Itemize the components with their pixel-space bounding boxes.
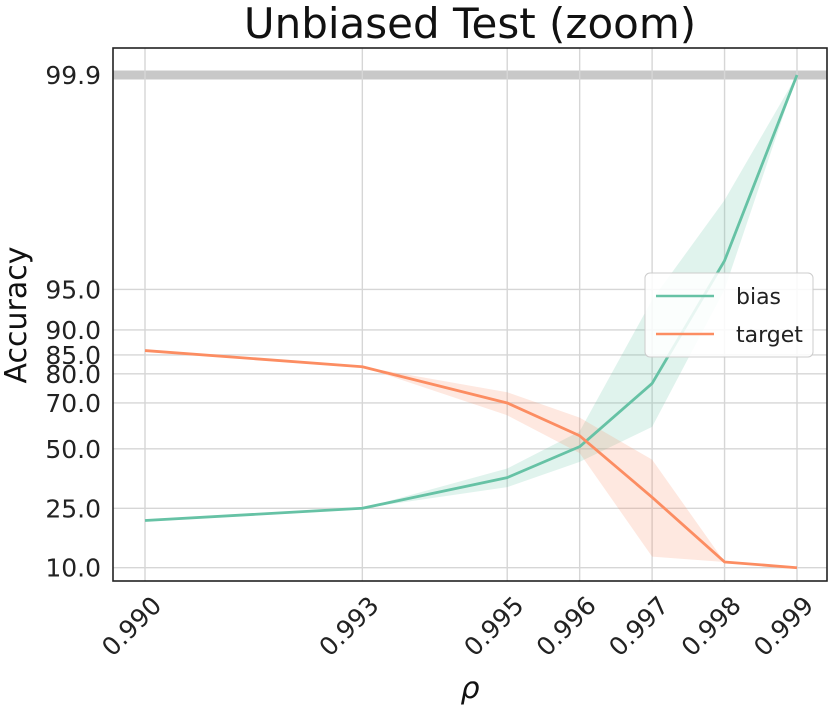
line-bias (144, 74, 799, 522)
legend: bias target (644, 272, 814, 358)
y-tick-label: 90.0 (45, 316, 101, 345)
y-tick-label: 50.0 (45, 435, 101, 464)
legend-label-target: target (736, 323, 803, 348)
x-tick-label: 0.998 (676, 591, 747, 662)
line-target (144, 349, 798, 570)
y-tick-label: 10.0 (45, 554, 101, 583)
x-tick-label: 0.993 (313, 591, 384, 662)
legend-box (644, 272, 814, 358)
y-tick-label: 99.9 (45, 61, 101, 90)
plot-frame (112, 47, 828, 582)
x-tick-label: 0.999 (748, 591, 819, 662)
y-tick-label: 70.0 (45, 389, 101, 418)
y-tick-label: 25.0 (45, 494, 101, 523)
x-axis-label: ρ (460, 671, 479, 706)
y-axis-label: Accuracy (0, 247, 34, 384)
y-tick-label: 80.0 (45, 360, 101, 389)
confidence-bands (145, 75, 797, 568)
x-tick-label: 0.995 (458, 591, 529, 662)
band-target (145, 350, 797, 568)
x-tick-label: 0.996 (531, 591, 602, 662)
y-tick-label: 85.0 (45, 341, 101, 370)
x-tick-labels: 0.990 0.993 0.995 0.996 0.997 0.998 0.999 (96, 591, 819, 662)
legend-label-bias: bias (736, 285, 781, 310)
band-bias (145, 75, 797, 521)
chart-title: Unbiased Test (zoom) (244, 0, 696, 48)
series-lines (144, 74, 799, 570)
x-tick-label: 0.997 (603, 591, 674, 662)
y-tick-labels: 10.0 25.0 50.0 70.080.085.090.0 95.0 99.9 (45, 61, 101, 583)
x-tick-label: 0.990 (96, 591, 167, 662)
y-tick-label: 95.0 (45, 275, 101, 304)
